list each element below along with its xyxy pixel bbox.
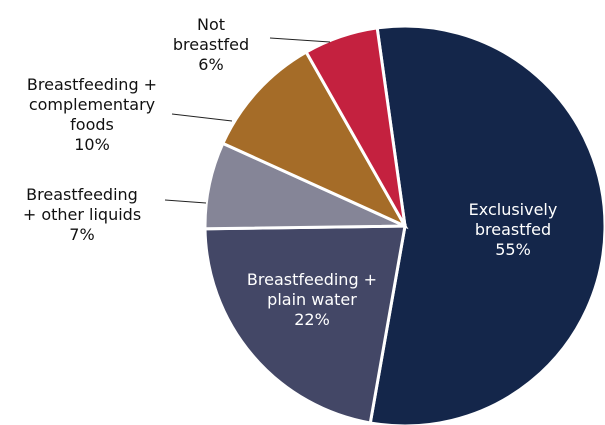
slice-label: Exclusively breastfed 55% xyxy=(469,200,558,260)
category-label: Breastfeeding + complementary foods xyxy=(26,75,158,134)
slice xyxy=(203,224,407,425)
leader-line xyxy=(269,37,331,43)
slice-label: Breastfeeding + plain water 22% xyxy=(247,270,377,330)
slice-label: Breastfeeding + other liquids 7% xyxy=(23,185,141,245)
category-label: Breastfeeding + plain water xyxy=(246,270,378,309)
leader-line xyxy=(171,113,233,122)
slices xyxy=(203,24,605,425)
slice-label: Not breastfed 6% xyxy=(173,15,249,75)
value-label: 22% xyxy=(294,310,330,329)
slice xyxy=(304,26,407,227)
value-label: 6% xyxy=(198,55,224,74)
slice xyxy=(220,50,409,230)
category-label: Exclusively breastfed xyxy=(468,200,558,239)
slice-label: Breastfeeding + complementary foods 10% xyxy=(27,75,157,155)
value-label: 7% xyxy=(69,225,95,244)
value-label: 10% xyxy=(74,135,110,154)
category-label: Breastfeeding + other liquids xyxy=(22,185,142,224)
value-label: 55% xyxy=(495,240,531,259)
leader-line xyxy=(164,199,207,204)
category-label: Not breastfed xyxy=(172,15,250,54)
